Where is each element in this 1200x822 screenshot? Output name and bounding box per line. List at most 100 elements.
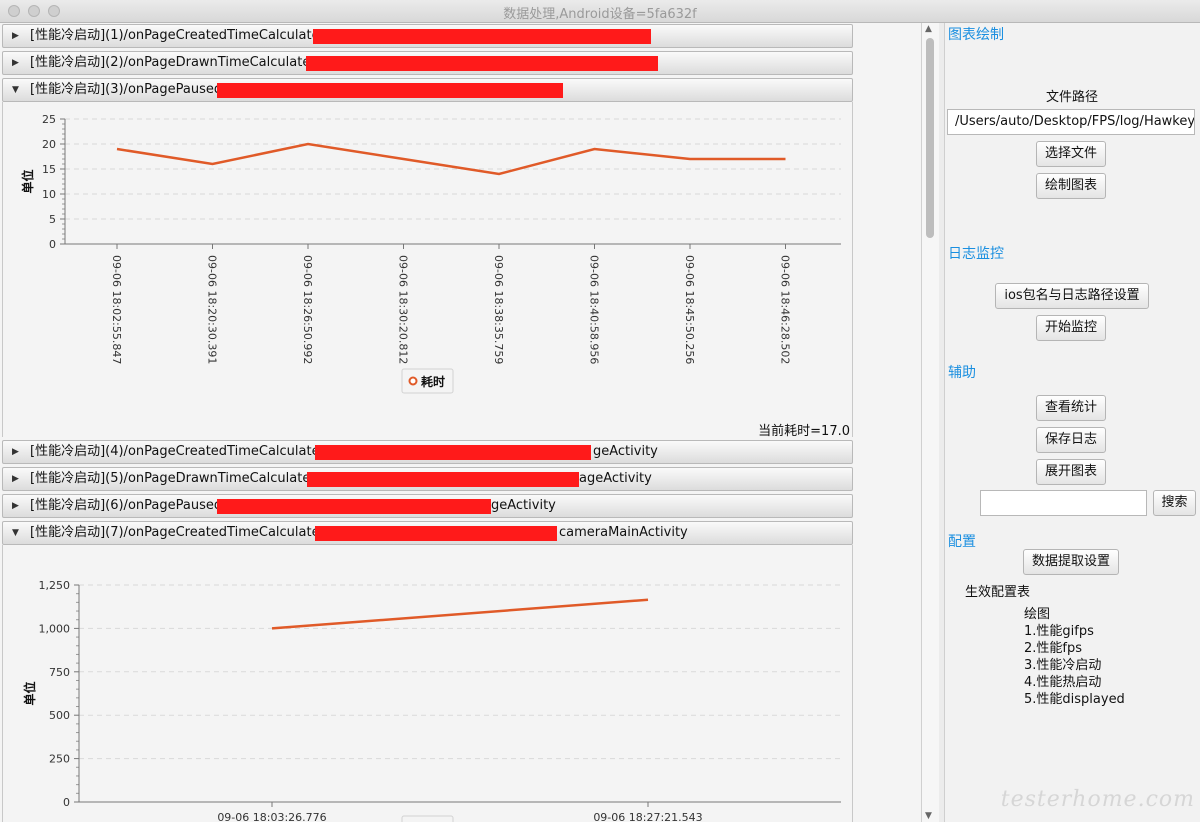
search-button[interactable]: 搜索 bbox=[1153, 490, 1196, 516]
y-axis-label: 单位 bbox=[20, 169, 35, 193]
scroll-down-icon[interactable]: ▼ bbox=[925, 811, 932, 821]
pane-header-4[interactable]: ▶ [性能冷启动](4)/onPageCreatedTimeCalculated… bbox=[2, 440, 853, 464]
file-path-field[interactable]: /Users/auto/Desktop/FPS/log/Hawkeye bbox=[947, 109, 1195, 135]
x-tick-label: 09-06 18:02:55.847 bbox=[110, 255, 123, 364]
pane-title: [性能冷启动](3)/onPagePaused bbox=[30, 82, 223, 97]
effective-config-label: 生效配置表 bbox=[965, 585, 1031, 600]
line-chart-1: 0 5 10 15 20 25 单位 09-06 18:02:55.847 09-06 18:2… bbox=[20, 113, 841, 394]
config-item-3: 3.性能冷启动 bbox=[1024, 658, 1102, 673]
pane-body-7: 0 250 500 750 1,000 1,250 单位 09-06 18:03:26.776… bbox=[2, 545, 853, 822]
x-tick-label: 09-06 18:46:28.502 bbox=[779, 255, 792, 364]
pane-header-1[interactable]: ▶ [性能冷启动](1)/onPageCreatedTimeCalculated bbox=[2, 24, 853, 48]
vertical-scrollbar[interactable]: ▲ ▼ bbox=[921, 23, 939, 822]
pane-title-suffix: ageActivity bbox=[579, 471, 652, 486]
redaction-block bbox=[217, 83, 563, 98]
x-tick-label: 09-06 18:20:30.391 bbox=[206, 255, 219, 364]
collapsed-arrow-icon: ▶ bbox=[12, 31, 19, 41]
line-chart-2: 0 250 500 750 1,000 1,250 单位 09-06 18:03:26.776… bbox=[22, 579, 841, 822]
redaction-block bbox=[315, 445, 591, 460]
series-line bbox=[116, 142, 786, 176]
y-tick-label: 1,000 bbox=[39, 622, 71, 635]
y-axis-label: 单位 bbox=[22, 681, 37, 705]
redaction-block bbox=[313, 29, 651, 44]
watermark: testerhome.com bbox=[1000, 787, 1195, 812]
section-chart-drawing: 图表绘制 bbox=[948, 27, 1004, 43]
x-tick-label: 09-06 18:03:26.776 bbox=[217, 811, 326, 822]
y-tick-label: 5 bbox=[49, 213, 56, 226]
file-path-label: 文件路径 bbox=[1046, 90, 1099, 105]
extract-settings-button[interactable]: 数据提取设置 bbox=[1023, 549, 1119, 575]
pane-body-3: 0 5 10 15 20 25 单位 09-06 18:02:55.847 09-06 18:2… bbox=[2, 102, 853, 439]
draw-chart-button[interactable]: 绘制图表 bbox=[1036, 173, 1106, 199]
view-stats-button[interactable]: 查看统计 bbox=[1036, 395, 1106, 421]
pane-title-suffix: cameraMainActivity bbox=[559, 525, 688, 540]
minimize-window-button[interactable] bbox=[28, 5, 40, 17]
pane-header-7[interactable]: ▼ [性能冷启动](7)/onPageCreatedTimeCalculated… bbox=[2, 521, 853, 545]
section-assist: 辅助 bbox=[948, 365, 976, 381]
pane-title: [性能冷启动](6)/onPagePaused bbox=[30, 498, 223, 513]
y-tick-label: 250 bbox=[49, 753, 70, 766]
y-tick-label: 15 bbox=[42, 163, 56, 176]
ios-settings-button[interactable]: ios包名与日志路径设置 bbox=[995, 283, 1149, 309]
pane-header-2[interactable]: ▶ [性能冷启动](2)/onPageDrawnTimeCalculated bbox=[2, 51, 853, 75]
pane-title-suffix: geActivity bbox=[593, 444, 658, 459]
pane-header-6[interactable]: ▶ [性能冷启动](6)/onPagePaused geActivity bbox=[2, 494, 853, 518]
y-tick-label: 10 bbox=[42, 188, 56, 201]
y-tick-label: 25 bbox=[42, 113, 56, 126]
x-tick-label: 09-06 18:27:21.543 bbox=[593, 811, 702, 822]
section-log-monitor: 日志监控 bbox=[948, 246, 1004, 262]
pane-title: [性能冷启动](7)/onPageCreatedTimeCalculated bbox=[30, 525, 328, 540]
window-title: 数据处理,Android设备=5fa632f bbox=[503, 7, 697, 22]
config-item-1: 1.性能gifps bbox=[1024, 624, 1094, 639]
section-config: 配置 bbox=[948, 534, 976, 550]
current-value-label: 当前耗时=17.0 bbox=[758, 424, 850, 439]
collapsed-arrow-icon: ▶ bbox=[12, 474, 19, 484]
pane-title: [性能冷启动](5)/onPageDrawnTimeCalculated bbox=[30, 471, 319, 486]
expanded-arrow-icon: ▼ bbox=[12, 85, 19, 95]
redaction-block bbox=[217, 499, 491, 514]
save-log-button[interactable]: 保存日志 bbox=[1036, 427, 1106, 453]
control-sidebar: 图表绘制 文件路径 /Users/auto/Desktop/FPS/log/Ha… bbox=[944, 23, 1200, 822]
pane-title: [性能冷启动](1)/onPageCreatedTimeCalculated bbox=[30, 28, 328, 43]
close-window-button[interactable] bbox=[8, 5, 20, 17]
results-panel: ▶ [性能冷启动](1)/onPageCreatedTimeCalculated… bbox=[0, 23, 921, 822]
choose-file-button[interactable]: 选择文件 bbox=[1036, 141, 1106, 167]
legend-label: 耗时 bbox=[421, 374, 445, 389]
y-tick-label: 1,250 bbox=[39, 579, 71, 592]
collapsed-arrow-icon: ▶ bbox=[12, 58, 19, 68]
collapsed-arrow-icon: ▶ bbox=[12, 447, 19, 457]
y-tick-label: 0 bbox=[49, 238, 56, 251]
y-tick-label: 750 bbox=[49, 666, 70, 679]
y-tick-label: 500 bbox=[49, 709, 70, 722]
y-tick-label: 20 bbox=[42, 138, 56, 151]
y-tick-label: 0 bbox=[63, 796, 70, 809]
pane-title: [性能冷启动](2)/onPageDrawnTimeCalculated bbox=[30, 55, 319, 70]
x-tick-label: 09-06 18:38:35.759 bbox=[492, 255, 505, 364]
legend-box bbox=[401, 815, 454, 822]
draw-label: 绘图 bbox=[1024, 607, 1051, 622]
redaction-block bbox=[306, 56, 658, 71]
pane-title-suffix: geActivity bbox=[491, 498, 556, 513]
x-tick-label: 09-06 18:45:50.256 bbox=[683, 255, 696, 364]
x-tick-label: 09-06 18:26:50.992 bbox=[301, 255, 314, 364]
x-tick-label: 09-06 18:30:20.812 bbox=[397, 255, 410, 364]
config-item-4: 4.性能热启动 bbox=[1024, 675, 1102, 690]
collapsed-arrow-icon: ▶ bbox=[12, 501, 19, 511]
legend-box bbox=[401, 368, 454, 394]
expanded-arrow-icon: ▼ bbox=[12, 528, 19, 538]
redaction-block bbox=[307, 472, 579, 487]
config-item-5: 5.性能displayed bbox=[1024, 692, 1125, 707]
scrollbar-thumb[interactable] bbox=[926, 38, 934, 238]
search-input[interactable] bbox=[980, 490, 1147, 516]
scroll-up-icon[interactable]: ▲ bbox=[925, 24, 932, 34]
series-line bbox=[271, 598, 649, 630]
start-monitor-button[interactable]: 开始监控 bbox=[1036, 315, 1106, 341]
expand-chart-button[interactable]: 展开图表 bbox=[1036, 459, 1106, 485]
pane-header-5[interactable]: ▶ [性能冷启动](5)/onPageDrawnTimeCalculated a… bbox=[2, 467, 853, 491]
zoom-window-button[interactable] bbox=[48, 5, 60, 17]
x-tick-label: 09-06 18:40:58.956 bbox=[588, 255, 601, 364]
window-titlebar: 数据处理,Android设备=5fa632f bbox=[0, 0, 1200, 23]
pane-header-3[interactable]: ▼ [性能冷启动](3)/onPagePaused bbox=[2, 78, 853, 102]
redaction-block bbox=[315, 526, 557, 541]
pane-title: [性能冷启动](4)/onPageCreatedTimeCalculated bbox=[30, 444, 328, 459]
